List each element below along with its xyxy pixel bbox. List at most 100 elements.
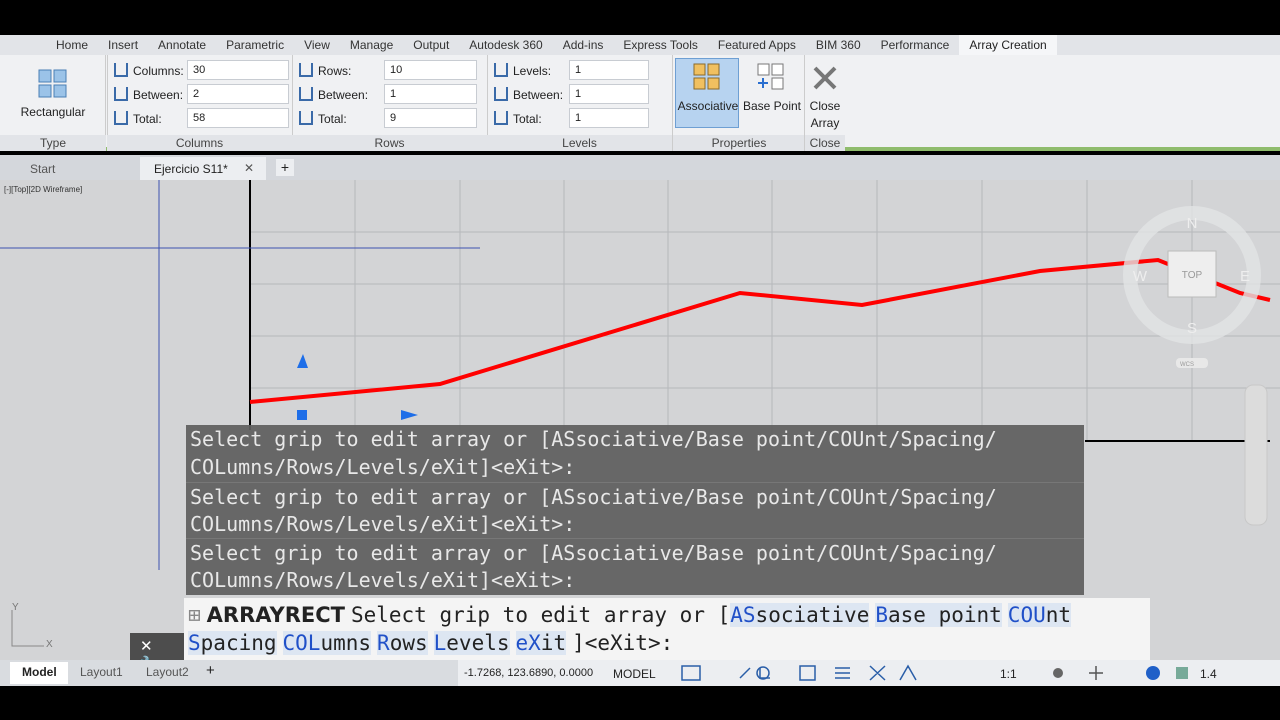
field-input[interactable]: 58 (187, 108, 289, 128)
viewcube-face[interactable]: TOP (1182, 270, 1203, 281)
compass-s: S (1187, 320, 1197, 337)
ucs-x: X (46, 639, 53, 650)
ucs-y: Y (12, 602, 19, 613)
button-label[interactable]: Associative (677, 99, 739, 113)
button-label[interactable]: Array (810, 116, 840, 130)
field-input[interactable]: 1 (569, 84, 649, 104)
field-input[interactable]: 10 (384, 60, 477, 80)
doc-tab[interactable]: Start (30, 162, 56, 176)
status-value: 1.4 (1200, 667, 1217, 681)
option-key: S (188, 631, 201, 655)
button-associative[interactable] (675, 58, 739, 128)
history-line: Select grip to edit array or [ASsociativ… (190, 427, 997, 451)
icon (693, 63, 720, 90)
prompt: Select grip to edit array or [ (350, 603, 731, 627)
field-input[interactable]: 1 (384, 84, 477, 104)
field-input[interactable]: 2 (187, 84, 289, 104)
ribbon-tabs: Home Insert Annotate Parametric View Manage Ou… (0, 35, 1280, 55)
command-line[interactable]: ⊞ ARRAYRECT Select grip to edit array or [… (184, 598, 1150, 660)
ribbon-tab[interactable]: Home (56, 38, 89, 52)
option-key: COL (282, 631, 321, 655)
annotation-scale[interactable]: 1:1 (1000, 667, 1017, 681)
ribbon-tab[interactable]: Manage (349, 38, 394, 52)
history-line: Select grip to edit array or [ASsociativ… (186, 481, 1084, 510)
prompt-suffix: ]<eXit>: (572, 631, 674, 655)
ribbon-tab[interactable]: View (304, 38, 330, 52)
button-label[interactable]: Close (809, 99, 841, 113)
ribbon-tab[interactable]: Annotate (158, 38, 207, 52)
document-tabs: Start Ejercicio S11* ✕ + (0, 155, 1280, 180)
layout-tab[interactable]: Layout2 (146, 665, 189, 679)
field-input[interactable]: 9 (384, 108, 477, 128)
command-option[interactable]: Levels (433, 631, 510, 655)
ribbon-tab[interactable]: Featured Apps (717, 38, 796, 52)
doc-tab[interactable]: Ejercicio S11* (140, 157, 266, 180)
option-rest: it (540, 631, 567, 655)
ribbon-tab[interactable]: Array Creation (959, 35, 1057, 55)
panel-label: Close (805, 135, 845, 151)
ribbon-tab[interactable]: Parametric (226, 38, 285, 52)
command-option[interactable]: COUnt (1007, 603, 1072, 627)
history-line: Select grip to edit array or [ASsociativ… (186, 538, 1084, 566)
button-label[interactable]: Rectangular (20, 105, 86, 119)
ribbon-tab[interactable]: BIM 360 (815, 38, 861, 52)
field-input[interactable]: 1 (569, 108, 649, 128)
model-space[interactable]: MODEL (613, 667, 656, 681)
command-option[interactable]: Base point (875, 603, 1002, 627)
field-icon (114, 87, 128, 101)
icon (38, 69, 67, 98)
prompt-icon: ⊞ (188, 603, 201, 627)
ribbon-tab[interactable]: Performance (880, 38, 950, 52)
panel-type: Rectangular Type (0, 55, 106, 151)
ucs-menu[interactable]: WCS (1180, 362, 1194, 368)
field-icon (114, 63, 128, 77)
panel-label: Columns (107, 135, 292, 151)
field-input[interactable]: 1 (569, 60, 649, 80)
panel-separator (487, 55, 488, 135)
field-icon (494, 63, 508, 77)
panel-label: Type (0, 135, 106, 151)
panel-close: Close Array Close (804, 55, 845, 151)
option-key: L (433, 631, 447, 655)
option-key: COU (1007, 603, 1046, 627)
panel-label: Properties (673, 135, 805, 151)
history-line: COLumns/Rows/Levels/eXit]<eXit>: (190, 511, 576, 536)
option-rest: sociative (755, 603, 870, 627)
add-layout[interactable]: + (206, 662, 215, 679)
field-label: Levels: (513, 64, 552, 78)
icon (813, 66, 837, 90)
ribbon-tab[interactable]: Express Tools (623, 38, 698, 52)
close-icon[interactable]: ✕ (244, 161, 255, 175)
status-icons (1053, 666, 1188, 680)
field-label: Rows: (318, 64, 352, 78)
icon (757, 63, 784, 90)
command-option[interactable]: Spacing (188, 631, 277, 655)
ribbon-tab[interactable]: Autodesk 360 (469, 38, 543, 52)
command-option[interactable]: eXit (515, 631, 567, 655)
option-key: R (377, 631, 390, 655)
field-label: Between: (318, 88, 369, 102)
ribbon-tab[interactable]: Output (413, 38, 450, 52)
history-line: COLumns/Rows/Levels/eXit]<eXit>: (190, 568, 576, 593)
field-icon (494, 111, 508, 125)
field-label: Columns: (133, 64, 184, 78)
viewport-label[interactable]: [-][Top][2D Wireframe] (4, 185, 82, 194)
field-input[interactable]: 30 (187, 60, 289, 80)
panel-columns: Columns: 30 Between: 2 Total: 58 Columns (107, 55, 292, 151)
panel-label[interactable]: Rows (292, 135, 487, 151)
ribbon-tab[interactable]: Insert (108, 38, 139, 52)
layout-tab[interactable]: Layout1 (80, 665, 123, 679)
coordinates: -1.7268, 123.6890, 0.0000 (464, 667, 594, 679)
ribbon-tab[interactable]: Add-ins (562, 38, 604, 52)
field-label: Between: (513, 88, 564, 102)
command-option[interactable]: COLumns (282, 631, 372, 655)
command-option[interactable]: ASsociative (730, 603, 870, 627)
button-label[interactable]: Base Point (742, 99, 802, 113)
new-tab[interactable]: + (276, 159, 294, 176)
command-tools[interactable]: ✕ 🔧 (130, 633, 184, 673)
panel-label: Levels (487, 135, 672, 151)
field-icon (494, 87, 508, 101)
command-option[interactable]: Rows (377, 631, 428, 655)
layout-tab[interactable]: Model (10, 662, 68, 684)
field-label: Between: (133, 88, 184, 102)
